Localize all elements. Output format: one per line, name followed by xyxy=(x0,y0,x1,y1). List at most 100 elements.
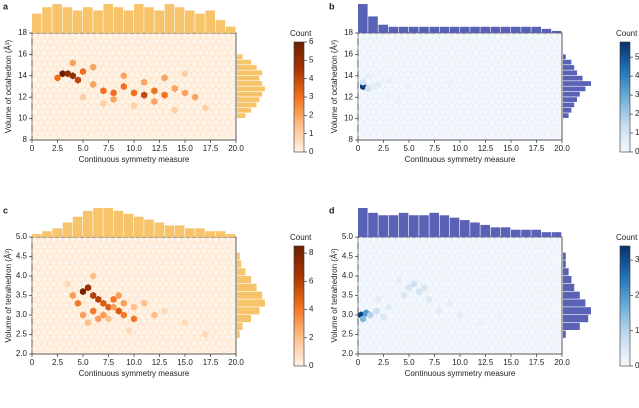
colorbar xyxy=(293,245,305,367)
hex-cell xyxy=(370,82,377,91)
hex-cell xyxy=(110,95,117,103)
top-hist-bar xyxy=(123,213,134,237)
panel-label: b xyxy=(329,1,335,11)
y-tick-label: 4.5 xyxy=(16,252,28,261)
top-hist-bar xyxy=(449,217,460,237)
hex-cell xyxy=(385,76,392,84)
top-hist-bar xyxy=(103,208,113,237)
top-hist-bar xyxy=(225,26,236,33)
hex-cell xyxy=(130,89,138,97)
right-hist-bar xyxy=(563,315,589,323)
y-tick-label: 10 xyxy=(18,114,27,123)
colorbar-tick-label: 0 xyxy=(309,361,314,370)
top-hist-bar xyxy=(541,232,552,237)
top-hist-bar xyxy=(409,26,419,33)
top-hist-bar xyxy=(521,26,531,33)
right-hist-bar xyxy=(237,260,242,268)
hex-cell xyxy=(125,327,132,335)
top-hist-bar xyxy=(123,10,134,33)
colorbar xyxy=(619,245,631,367)
top-hist-bar xyxy=(490,26,501,33)
hex-cell xyxy=(360,315,367,323)
panel-label: a xyxy=(3,1,9,11)
y-tick-label: 4.0 xyxy=(342,271,354,280)
x-tick-label: 12.5 xyxy=(152,144,168,153)
y-tick-label: 4.0 xyxy=(16,271,28,280)
top-hist-bar xyxy=(429,212,439,237)
right-hist-bar xyxy=(563,97,577,102)
colorbar-title: Count xyxy=(290,233,312,242)
hex-cell xyxy=(192,93,199,101)
top-hist-bar xyxy=(490,227,501,237)
hex-cell xyxy=(151,311,158,319)
hex-cell xyxy=(161,74,168,82)
x-tick-label: 10.0 xyxy=(452,144,468,153)
hex-cell xyxy=(380,313,387,321)
top-hist-bar xyxy=(215,231,226,237)
x-tick-label: 0 xyxy=(30,144,35,153)
plot-background xyxy=(31,32,237,141)
top-hist-bar xyxy=(174,7,185,34)
top-hist-bar xyxy=(439,215,450,237)
right-hist-bar xyxy=(237,54,243,60)
x-tick-label: 10.0 xyxy=(452,358,468,367)
y-axis-label: Volume of octahedron (Å³) xyxy=(4,39,13,133)
hex-cell xyxy=(181,70,189,78)
top-hist-bar xyxy=(205,231,215,237)
y-tick-label: 5.0 xyxy=(16,232,28,241)
x-tick-label: 12.5 xyxy=(478,358,494,367)
hex-cell xyxy=(130,315,138,323)
top-hist-bar xyxy=(480,224,490,237)
top-hist-bar xyxy=(449,26,460,33)
y-tick-label: 2.0 xyxy=(342,349,354,358)
y-tick-label: 2.0 xyxy=(16,349,28,358)
hex-cell xyxy=(90,63,97,71)
hex-cell xyxy=(100,299,107,307)
hex-cell xyxy=(90,307,97,315)
hex-cell xyxy=(507,82,515,91)
x-axis-label: Continuous symmetry measure xyxy=(405,369,516,378)
x-tick-label: 17.5 xyxy=(203,358,219,367)
y-axis-label: Volume of octahedron (Å³) xyxy=(330,39,339,133)
right-hist-bar xyxy=(237,113,246,118)
hex-cell xyxy=(426,87,433,95)
colorbar-tick-label: 20 xyxy=(635,109,639,118)
hex-cell xyxy=(436,307,443,315)
right-hist-bar xyxy=(563,113,569,118)
hex-cell xyxy=(110,303,117,311)
hex-cell xyxy=(181,89,189,97)
hex-cell xyxy=(151,97,158,106)
y-tick-label: 10 xyxy=(344,114,353,123)
hex-cell xyxy=(456,311,464,319)
plot-background xyxy=(357,32,563,141)
top-hist-bar xyxy=(144,7,154,34)
top-hist-bar xyxy=(164,4,175,33)
hex-cell xyxy=(105,303,112,311)
top-hist-bar xyxy=(83,210,93,237)
top-hist-bar xyxy=(398,212,409,237)
top-hist-bar xyxy=(511,26,521,33)
y-tick-label: 3.5 xyxy=(342,291,354,300)
hex-cell xyxy=(120,311,127,319)
top-hist-bar xyxy=(439,26,450,33)
y-tick-label: 3.0 xyxy=(16,310,28,319)
top-hist-bar xyxy=(32,13,42,33)
colorbar-tick-label: 30 xyxy=(635,90,639,99)
colorbar-tick-label: 4 xyxy=(309,74,314,83)
top-hist-bar xyxy=(144,219,154,237)
top-hist-bar xyxy=(460,26,470,33)
right-hist-bar xyxy=(563,276,572,284)
top-hist-bar xyxy=(551,232,562,237)
top-hist-bar xyxy=(72,10,83,33)
hex-cell xyxy=(365,85,372,93)
y-tick-label: 14 xyxy=(18,71,27,80)
right-hist-bar xyxy=(237,315,251,323)
hex-cell xyxy=(79,311,87,319)
hex-cell xyxy=(405,82,413,91)
right-hist-bar xyxy=(563,260,566,268)
x-tick-label: 17.5 xyxy=(529,358,545,367)
colorbar-tick-label: 20 xyxy=(635,291,639,300)
hex-cell xyxy=(64,280,71,288)
right-hist-bar xyxy=(237,291,263,299)
hex-cell xyxy=(100,87,107,95)
